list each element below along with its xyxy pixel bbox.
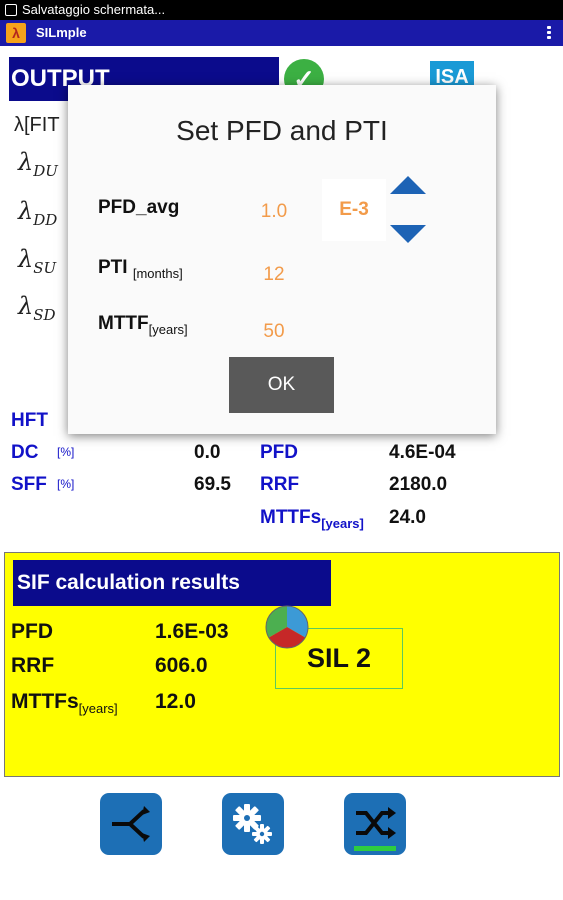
- share-icon: [112, 806, 150, 842]
- app-bar: λ SILmple: [0, 20, 563, 46]
- pti-value[interactable]: 12: [263, 264, 285, 285]
- dc-label: DC: [11, 442, 39, 463]
- lambda-du-label: λDU: [18, 148, 58, 180]
- status-bar: Salvataggio schermata...: [0, 0, 563, 20]
- sil-result: SIL 2: [275, 628, 403, 689]
- sff-unit: [%]: [57, 477, 75, 491]
- pfd-exponent[interactable]: E-3: [322, 179, 386, 241]
- overflow-menu-icon[interactable]: [547, 26, 551, 40]
- exponent-up-icon[interactable]: [390, 176, 426, 194]
- pfd-label: PFD: [260, 442, 298, 463]
- sif-rrf-label: RRF: [11, 654, 55, 677]
- mttfs-value: 24.0: [389, 507, 426, 528]
- mttfs-label: MTTFs[years]: [260, 507, 364, 531]
- settings-button[interactable]: [222, 793, 284, 855]
- dc-unit: [%]: [57, 445, 75, 459]
- app-logo-icon: λ: [6, 23, 26, 43]
- sff-label: SFF: [11, 474, 47, 495]
- ok-button[interactable]: OK: [229, 357, 334, 413]
- sif-mttfs-label: MTTFs[years]: [11, 690, 118, 717]
- rrf-label: RRF: [260, 474, 300, 495]
- shuffle-button[interactable]: [344, 793, 406, 855]
- dialog-title: Set PFD and PTI: [176, 115, 388, 146]
- sif-results-title: SIF calculation results: [13, 560, 331, 606]
- pti-label: PTI [months]: [98, 257, 183, 281]
- status-text: Salvataggio schermata...: [22, 2, 166, 17]
- lambda-sd-label: λSD: [18, 292, 56, 324]
- sff-value: 69.5: [194, 474, 231, 495]
- pfd-value: 4.6E-04: [389, 442, 456, 463]
- gears-icon: [233, 804, 272, 844]
- dc-value: 0.0: [194, 442, 221, 463]
- share-button[interactable]: [100, 793, 162, 855]
- mttf-value[interactable]: 50: [263, 321, 285, 342]
- set-pfd-pti-dialog: Set PFD and PTI PFD_avg 1.0 E-3 PTI [mon…: [68, 85, 496, 434]
- pie-chart-icon[interactable]: [264, 604, 310, 650]
- lambda-su-label: λSU: [18, 245, 57, 277]
- pfd-avg-value[interactable]: 1.0: [260, 201, 288, 222]
- lambda-dd-label: λDD: [18, 197, 58, 229]
- lambda-fit-label: λ[FIT: [14, 114, 60, 136]
- sif-rrf-value: 606.0: [155, 654, 208, 677]
- hft-label: HFT: [11, 410, 48, 431]
- sif-pfd-value: 1.6E-03: [155, 620, 229, 643]
- rrf-value: 2180.0: [389, 474, 448, 495]
- pfd-avg-label: PFD_avg: [98, 197, 180, 218]
- app-title: SILmple: [36, 25, 87, 40]
- exponent-down-icon[interactable]: [390, 225, 426, 243]
- screenshot-icon: [5, 4, 17, 16]
- shuffle-icon: [354, 807, 396, 851]
- sif-mttfs-value: 12.0: [155, 690, 196, 713]
- mttf-label: MTTF[years]: [98, 313, 188, 337]
- sif-pfd-label: PFD: [11, 620, 53, 643]
- sif-results-panel: SIF calculation results PFD 1.6E-03 RRF …: [4, 552, 560, 777]
